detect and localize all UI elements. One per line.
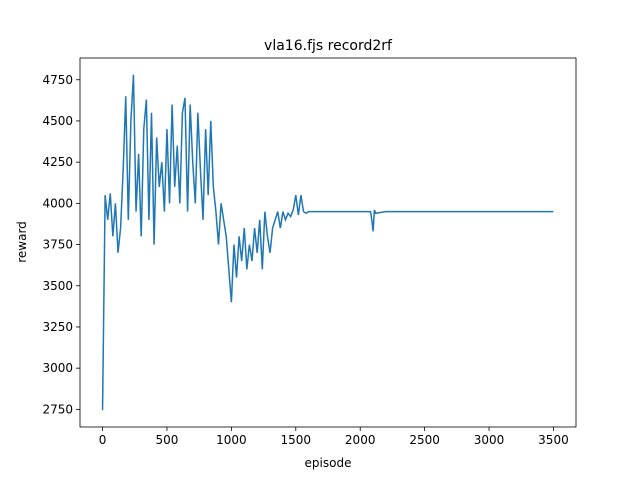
x-tick-label: 3000 [474,433,505,447]
y-tick-label: 3250 [42,320,73,334]
y-tick-label: 4250 [42,155,73,169]
axes-frame [79,57,577,428]
x-tick-label: 500 [156,433,179,447]
x-tick-label: 2000 [345,433,376,447]
x-axis-label: episode [305,456,352,470]
y-tick-label: 4000 [42,196,73,210]
y-tick-label: 4750 [42,73,73,87]
x-tick-label: 3500 [538,433,569,447]
y-axis-label: reward [15,221,29,263]
x-tick-label: 1000 [216,433,247,447]
y-tick-label: 3000 [42,361,73,375]
x-tick-label: 0 [99,433,107,447]
y-tick-label: 3500 [42,279,73,293]
y-tick-label: 4500 [42,114,73,128]
x-tick-label: 1500 [281,433,312,447]
y-tick-label: 2750 [42,402,73,416]
y-tick-label: 3750 [42,238,73,252]
data-line [101,74,554,411]
x-tick-label: 2500 [409,433,440,447]
chart-title: vla16.fjs record2rf [264,38,393,54]
